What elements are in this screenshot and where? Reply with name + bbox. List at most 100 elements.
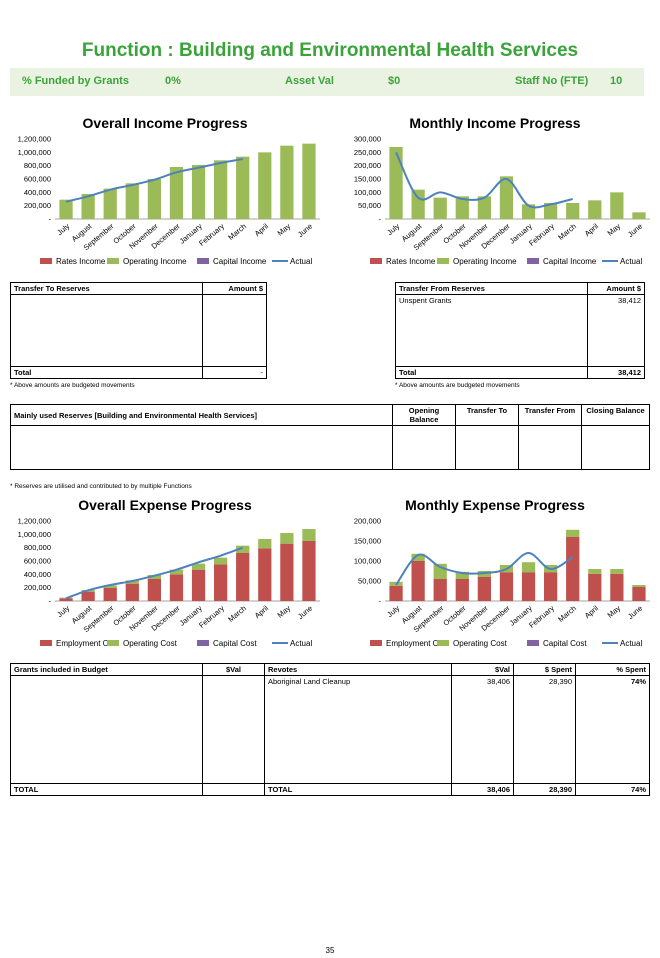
monthly-income-plot: - 50,000 100,000 150,000 200,000 250,000 300,0… bbox=[354, 135, 650, 266]
bar-segment bbox=[632, 212, 646, 219]
x-tick-label: March bbox=[226, 222, 248, 242]
bar-segment bbox=[499, 572, 514, 601]
bar-segment bbox=[544, 203, 558, 219]
revotes-total-spent: 28,390 bbox=[513, 783, 576, 796]
x-tick-label: February bbox=[527, 221, 556, 247]
grants-total-label: TOTAL bbox=[10, 783, 203, 796]
y-tick-label: 1,000,000 bbox=[18, 148, 51, 157]
bar-segment bbox=[169, 167, 184, 219]
y-tick-label: 600,000 bbox=[24, 557, 51, 566]
y-tick-label: 600,000 bbox=[24, 175, 51, 184]
bar-segment bbox=[214, 557, 228, 565]
bar-segment bbox=[433, 197, 447, 219]
bar-segment bbox=[169, 569, 184, 575]
revotes-total-label: TOTAL bbox=[264, 783, 452, 796]
reserves-header: Mainly used Reserves [Building and Envir… bbox=[10, 404, 393, 426]
grants-revotes-table: Grants included in Budget $Val Revotes $… bbox=[10, 663, 650, 796]
legend-label: Operating Cost bbox=[453, 639, 508, 648]
revotes-pct-header: % Spent bbox=[575, 663, 650, 676]
asset-value: $0 bbox=[388, 75, 401, 87]
bar-segment bbox=[433, 579, 447, 601]
legend-label: Actual bbox=[620, 639, 642, 648]
bar-segment bbox=[411, 553, 425, 561]
x-tick-label: March bbox=[226, 604, 248, 624]
legend-swatch bbox=[527, 640, 539, 646]
x-tick-label: July bbox=[385, 603, 401, 619]
overall-income-plot: - 200,000 400,000 600,000 800,000 1,000,000 1,… bbox=[18, 135, 320, 266]
total-label: Total bbox=[395, 366, 588, 379]
bar-segment bbox=[455, 571, 469, 579]
revotes-spent-header: $ Spent bbox=[513, 663, 576, 676]
monthly-expense-chart: Monthly Expense Progress - 50,000 100,000 1… bbox=[330, 497, 660, 652]
total-value: 38,412 bbox=[587, 366, 645, 379]
bar-segment bbox=[302, 143, 316, 219]
bar-segment bbox=[236, 156, 250, 219]
legend-label: Operating Cost bbox=[123, 639, 178, 648]
bar-segment bbox=[103, 588, 117, 601]
transfer-to-header: Transfer To Reserves bbox=[10, 282, 203, 295]
bar-segment bbox=[302, 541, 316, 601]
legend-label: Capital Cost bbox=[543, 639, 587, 648]
revote-row-pct: 74% bbox=[575, 675, 650, 784]
bar-segment bbox=[125, 183, 139, 219]
monthly-income-chart: Monthly Income Progress - 50,000 100,000 15… bbox=[330, 115, 660, 270]
bar-segment bbox=[280, 145, 294, 219]
x-tick-label: March bbox=[556, 604, 578, 624]
x-tick-label: March bbox=[556, 222, 578, 242]
bar-segment bbox=[499, 176, 514, 219]
legend-label: Capital Income bbox=[213, 257, 267, 266]
legend-label: Actual bbox=[620, 257, 642, 266]
legend-swatch bbox=[197, 258, 209, 264]
bar-segment bbox=[455, 196, 469, 219]
page-number: 35 bbox=[325, 946, 335, 955]
total-value: - bbox=[202, 366, 267, 379]
y-tick-label: 1,200,000 bbox=[18, 135, 51, 144]
funded-value: 0% bbox=[165, 75, 181, 87]
legend-swatch bbox=[370, 640, 382, 646]
x-tick-label: May bbox=[276, 603, 293, 619]
x-tick-label: June bbox=[626, 222, 644, 239]
y-tick-label: 200,000 bbox=[354, 161, 381, 170]
bar-segment bbox=[588, 573, 602, 601]
x-tick-label: April bbox=[583, 603, 601, 620]
x-tick-label: April bbox=[583, 221, 601, 238]
x-tick-label: May bbox=[606, 603, 623, 619]
legend-swatch bbox=[107, 258, 119, 264]
y-tick-label: 200,000 bbox=[354, 517, 381, 526]
amount-header: Amount $ bbox=[202, 282, 267, 295]
transfer-to-table: Transfer To Reserves Amount $ Total - bbox=[10, 282, 267, 379]
chart-title: Overall Expense Progress bbox=[78, 497, 252, 513]
staff-label: Staff No (FTE) bbox=[515, 75, 589, 87]
y-tick-label: 150,000 bbox=[354, 175, 381, 184]
bar-segment bbox=[632, 587, 646, 601]
actual-line bbox=[65, 158, 243, 203]
y-tick-label: 1,200,000 bbox=[18, 517, 51, 526]
y-tick-label: 300,000 bbox=[354, 135, 381, 144]
x-tick-label: February bbox=[527, 603, 556, 629]
legend-swatch bbox=[370, 258, 382, 264]
legend-label: Actual bbox=[290, 257, 312, 266]
y-tick-label: 150,000 bbox=[354, 537, 381, 546]
page-title: Function : Building and Environmental He… bbox=[81, 40, 579, 61]
y-tick-label: 800,000 bbox=[24, 543, 51, 552]
revotes-header: Revotes bbox=[264, 663, 452, 676]
x-tick-label: February bbox=[197, 221, 226, 247]
y-tick-label: 800,000 bbox=[24, 161, 51, 170]
revote-row-spent: 28,390 bbox=[513, 675, 576, 784]
legend-label: Rates Income bbox=[386, 257, 436, 266]
bar-segment bbox=[544, 572, 558, 601]
revote-row-label: Aboriginal Land Cleanup bbox=[264, 675, 452, 784]
revotes-val-header: $Val bbox=[451, 663, 514, 676]
budget-note: * Above amounts are budgeted movements bbox=[395, 382, 520, 389]
bar-segment bbox=[455, 579, 469, 601]
bar-segment bbox=[103, 585, 117, 588]
bar-segment bbox=[147, 579, 161, 601]
budget-note: * Above amounts are budgeted movements bbox=[10, 382, 135, 389]
grants-val-header: $Val bbox=[202, 663, 265, 676]
legend-swatch bbox=[107, 640, 119, 646]
bar-segment bbox=[477, 196, 491, 219]
bar-segment bbox=[81, 591, 95, 601]
row-value: 38,412 bbox=[587, 294, 645, 367]
transfer-from-header: Transfer From Reserves bbox=[395, 282, 588, 295]
amount-header: Amount $ bbox=[587, 282, 645, 295]
